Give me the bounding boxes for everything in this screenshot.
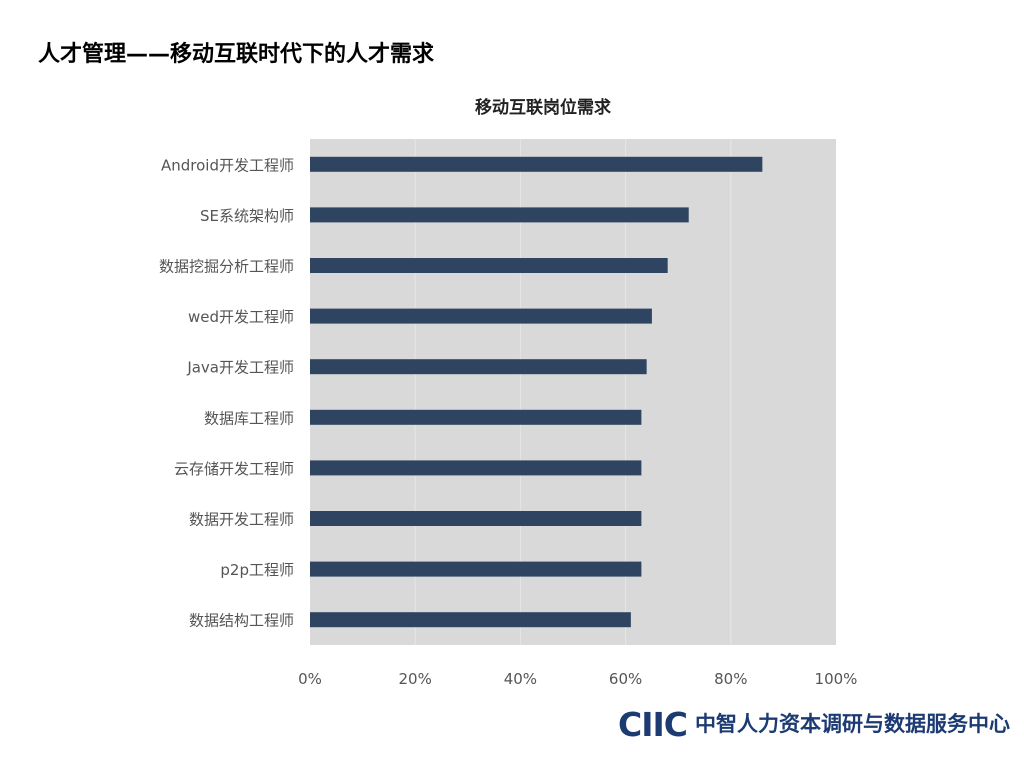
bar: [310, 612, 631, 628]
plot-background: [310, 139, 836, 645]
category-label: Android开发工程师: [161, 156, 294, 174]
category-label: 数据结构工程师: [189, 612, 294, 630]
organization-name: 中智人力资本调研与数据服务中心: [695, 712, 1010, 736]
bar: [310, 460, 642, 476]
bar: [310, 359, 647, 375]
bar-chart: 移动互联岗位需求 0% 20% 40% 60% 80% 100% Android开发工程师 S…: [159, 97, 857, 688]
x-tick-label: 0%: [298, 670, 322, 688]
bar: [310, 156, 763, 172]
category-label: 数据库工程师: [204, 409, 294, 427]
x-tick-label: 60%: [609, 670, 642, 688]
category-label: 云存储开发工程师: [174, 460, 294, 478]
bar: [310, 511, 642, 526]
ciic-logo: CIIC: [618, 705, 688, 744]
category-label: SE系统架构师: [200, 207, 294, 225]
bar: [310, 308, 652, 324]
slide-title: 人才管理——移动互联时代下的人才需求: [38, 42, 435, 67]
x-tick-label: 40%: [504, 670, 537, 688]
category-label: Java开发工程师: [186, 359, 294, 377]
bar: [310, 561, 642, 577]
category-label: p2p工程师: [220, 561, 294, 579]
bar: [310, 409, 642, 425]
x-tick-label: 100%: [815, 670, 858, 688]
bar: [310, 207, 689, 223]
category-label: 数据开发工程师: [189, 511, 294, 529]
plot-area: 0% 20% 40% 60% 80% 100% Android开发工程师 SE系统架构师数据挖…: [159, 139, 857, 688]
x-tick-label: 20%: [399, 670, 432, 688]
x-tick-label: 80%: [714, 670, 747, 688]
category-label: 数据挖掘分析工程师: [159, 258, 294, 276]
footer-brand: CIIC 中智人力资本调研与数据服务中心: [618, 708, 1010, 741]
bar: [310, 258, 668, 273]
category-label: wed开发工程师: [188, 308, 294, 326]
chart-title: 移动互联岗位需求: [475, 97, 611, 118]
